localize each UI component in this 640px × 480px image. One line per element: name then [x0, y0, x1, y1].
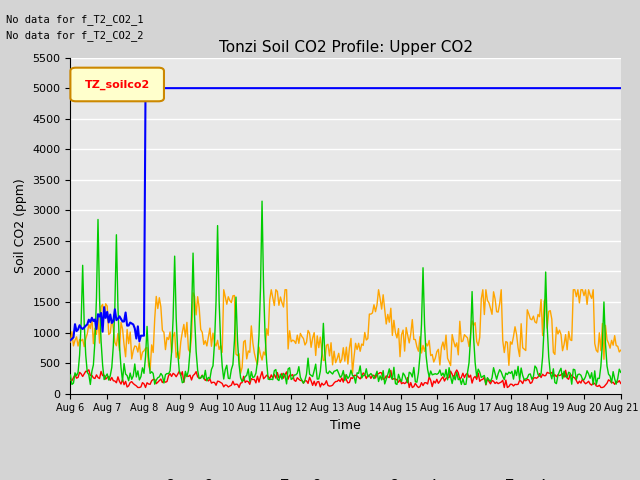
X-axis label: Time: Time [330, 419, 361, 432]
Text: No data for f_T2_CO2_2: No data for f_T2_CO2_2 [6, 30, 144, 41]
Y-axis label: Soil CO2 (ppm): Soil CO2 (ppm) [14, 178, 27, 273]
Title: Tonzi Soil CO2 Profile: Upper CO2: Tonzi Soil CO2 Profile: Upper CO2 [219, 40, 472, 55]
Text: TZ_soilco2: TZ_soilco2 [84, 79, 150, 90]
FancyBboxPatch shape [70, 68, 164, 101]
Legend: Open -2cm, Tree -2cm, Open -4cm, Tree -4cm: Open -2cm, Tree -2cm, Open -4cm, Tree -4… [122, 473, 569, 480]
Text: No data for f_T2_CO2_1: No data for f_T2_CO2_1 [6, 13, 144, 24]
